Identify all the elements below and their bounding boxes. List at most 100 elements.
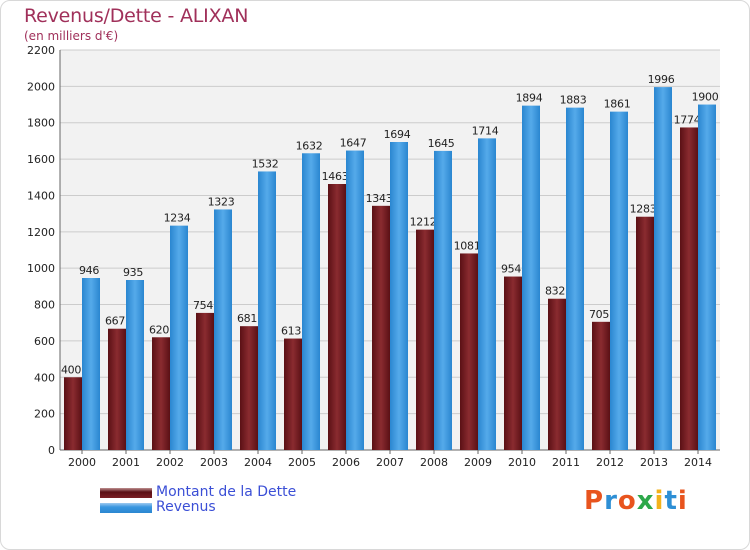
x-tick-label: 2012	[596, 456, 624, 469]
data-label: 1647	[340, 137, 367, 150]
bar-dette	[592, 321, 610, 450]
data-label: 1081	[454, 239, 481, 252]
bar-dette	[108, 328, 126, 450]
legend-swatch-dette	[100, 488, 152, 498]
y-tick-label: 400	[34, 371, 55, 384]
y-tick-label: 2200	[27, 44, 55, 57]
data-label: 613	[281, 325, 301, 338]
proxiti-logo: Proxiti	[584, 486, 688, 516]
data-label: 667	[105, 315, 125, 328]
chart-title: Revenus/Dette - ALIXAN	[24, 5, 249, 27]
bar-dette	[196, 312, 214, 450]
x-tick-label: 2004	[244, 456, 272, 469]
bar-revenus	[82, 278, 100, 450]
legend-label-dette: Montant de la Dette	[156, 484, 297, 500]
legend-label-revenus: Revenus	[156, 499, 216, 515]
data-label: 1894	[516, 92, 543, 105]
data-label: 954	[501, 263, 521, 276]
data-label: 1463	[322, 170, 349, 183]
logo-letter: x	[636, 486, 655, 516]
logo-letter: i	[654, 486, 665, 516]
data-label: 1900	[692, 91, 719, 104]
data-label: 1323	[208, 195, 235, 208]
bar-revenus	[390, 142, 408, 450]
logo-letter: P	[584, 486, 605, 516]
data-label: 1861	[604, 98, 631, 111]
bar-dette	[240, 326, 258, 450]
bar-dette	[284, 338, 302, 450]
bar-dette	[372, 205, 390, 450]
x-tick-label: 2014	[684, 456, 712, 469]
bar-revenus	[654, 87, 672, 450]
data-label: 1883	[560, 94, 587, 107]
bar-revenus	[126, 280, 144, 450]
data-label: 832	[545, 285, 565, 298]
bar-dette	[152, 337, 170, 450]
data-label: 705	[589, 308, 609, 321]
x-tick-label: 2005	[288, 456, 316, 469]
bar-revenus	[522, 105, 540, 451]
bar-revenus	[346, 150, 364, 450]
y-tick-label: 1000	[27, 262, 55, 275]
x-tick-label: 2009	[464, 456, 492, 469]
x-tick-label: 2000	[68, 456, 96, 469]
data-label: 1632	[296, 139, 323, 152]
y-tick-label: 0	[48, 444, 55, 457]
y-tick-label: 1400	[27, 189, 55, 202]
y-tick-label: 2000	[27, 80, 55, 93]
bar-dette	[460, 253, 478, 450]
data-label: 1996	[648, 73, 675, 86]
data-label: 1343	[366, 192, 393, 205]
bar-dette	[548, 298, 566, 450]
y-tick-label: 200	[34, 408, 55, 421]
bar-dette	[64, 377, 82, 450]
bar-revenus	[566, 107, 584, 451]
legend-swatch-revenus	[100, 503, 152, 513]
bar-dette	[636, 216, 654, 450]
bar-dette	[328, 184, 346, 450]
logo-letter: o	[617, 486, 637, 516]
bar-revenus	[698, 104, 716, 450]
data-label: 620	[149, 323, 169, 336]
x-tick-label: 2003	[200, 456, 228, 469]
x-tick-label: 2007	[376, 456, 404, 469]
logo-letter: r	[604, 486, 618, 516]
logo-letter: i	[677, 486, 688, 516]
x-tick-label: 2001	[112, 456, 140, 469]
y-tick-label: 800	[34, 299, 55, 312]
data-label: 1645	[428, 137, 455, 150]
data-label: 935	[123, 266, 143, 279]
y-tick-label: 1800	[27, 117, 55, 130]
logo-letter: t	[664, 486, 678, 516]
data-label: 946	[79, 264, 99, 277]
data-label: 1774	[674, 113, 701, 126]
x-tick-label: 2011	[552, 456, 580, 469]
y-tick-label: 600	[34, 335, 55, 348]
x-tick-label: 2008	[420, 456, 448, 469]
bar-revenus	[434, 150, 452, 450]
data-label: 1714	[472, 124, 499, 137]
data-label: 1212	[410, 216, 437, 229]
bar-revenus	[258, 171, 276, 451]
bar-revenus	[214, 209, 232, 450]
bar-dette	[680, 127, 698, 451]
bar-revenus	[610, 111, 628, 451]
y-tick-label: 1200	[27, 226, 55, 239]
y-tick-label: 1600	[27, 153, 55, 166]
x-tick-label: 2002	[156, 456, 184, 469]
bar-revenus	[170, 225, 188, 450]
data-label: 1234	[164, 212, 191, 225]
chart-subtitle: (en milliers d'€)	[24, 29, 119, 43]
bar-dette	[504, 276, 522, 450]
data-label: 754	[193, 299, 213, 312]
data-label: 1694	[384, 128, 411, 141]
bar-revenus	[302, 153, 320, 451]
data-label: 1532	[252, 157, 279, 170]
x-tick-label: 2010	[508, 456, 536, 469]
bar-dette	[416, 229, 434, 450]
bar-revenus	[478, 138, 496, 450]
x-tick-label: 2006	[332, 456, 360, 469]
data-label: 400	[61, 363, 81, 376]
x-tick-label: 2013	[640, 456, 668, 469]
data-label: 681	[237, 312, 257, 325]
